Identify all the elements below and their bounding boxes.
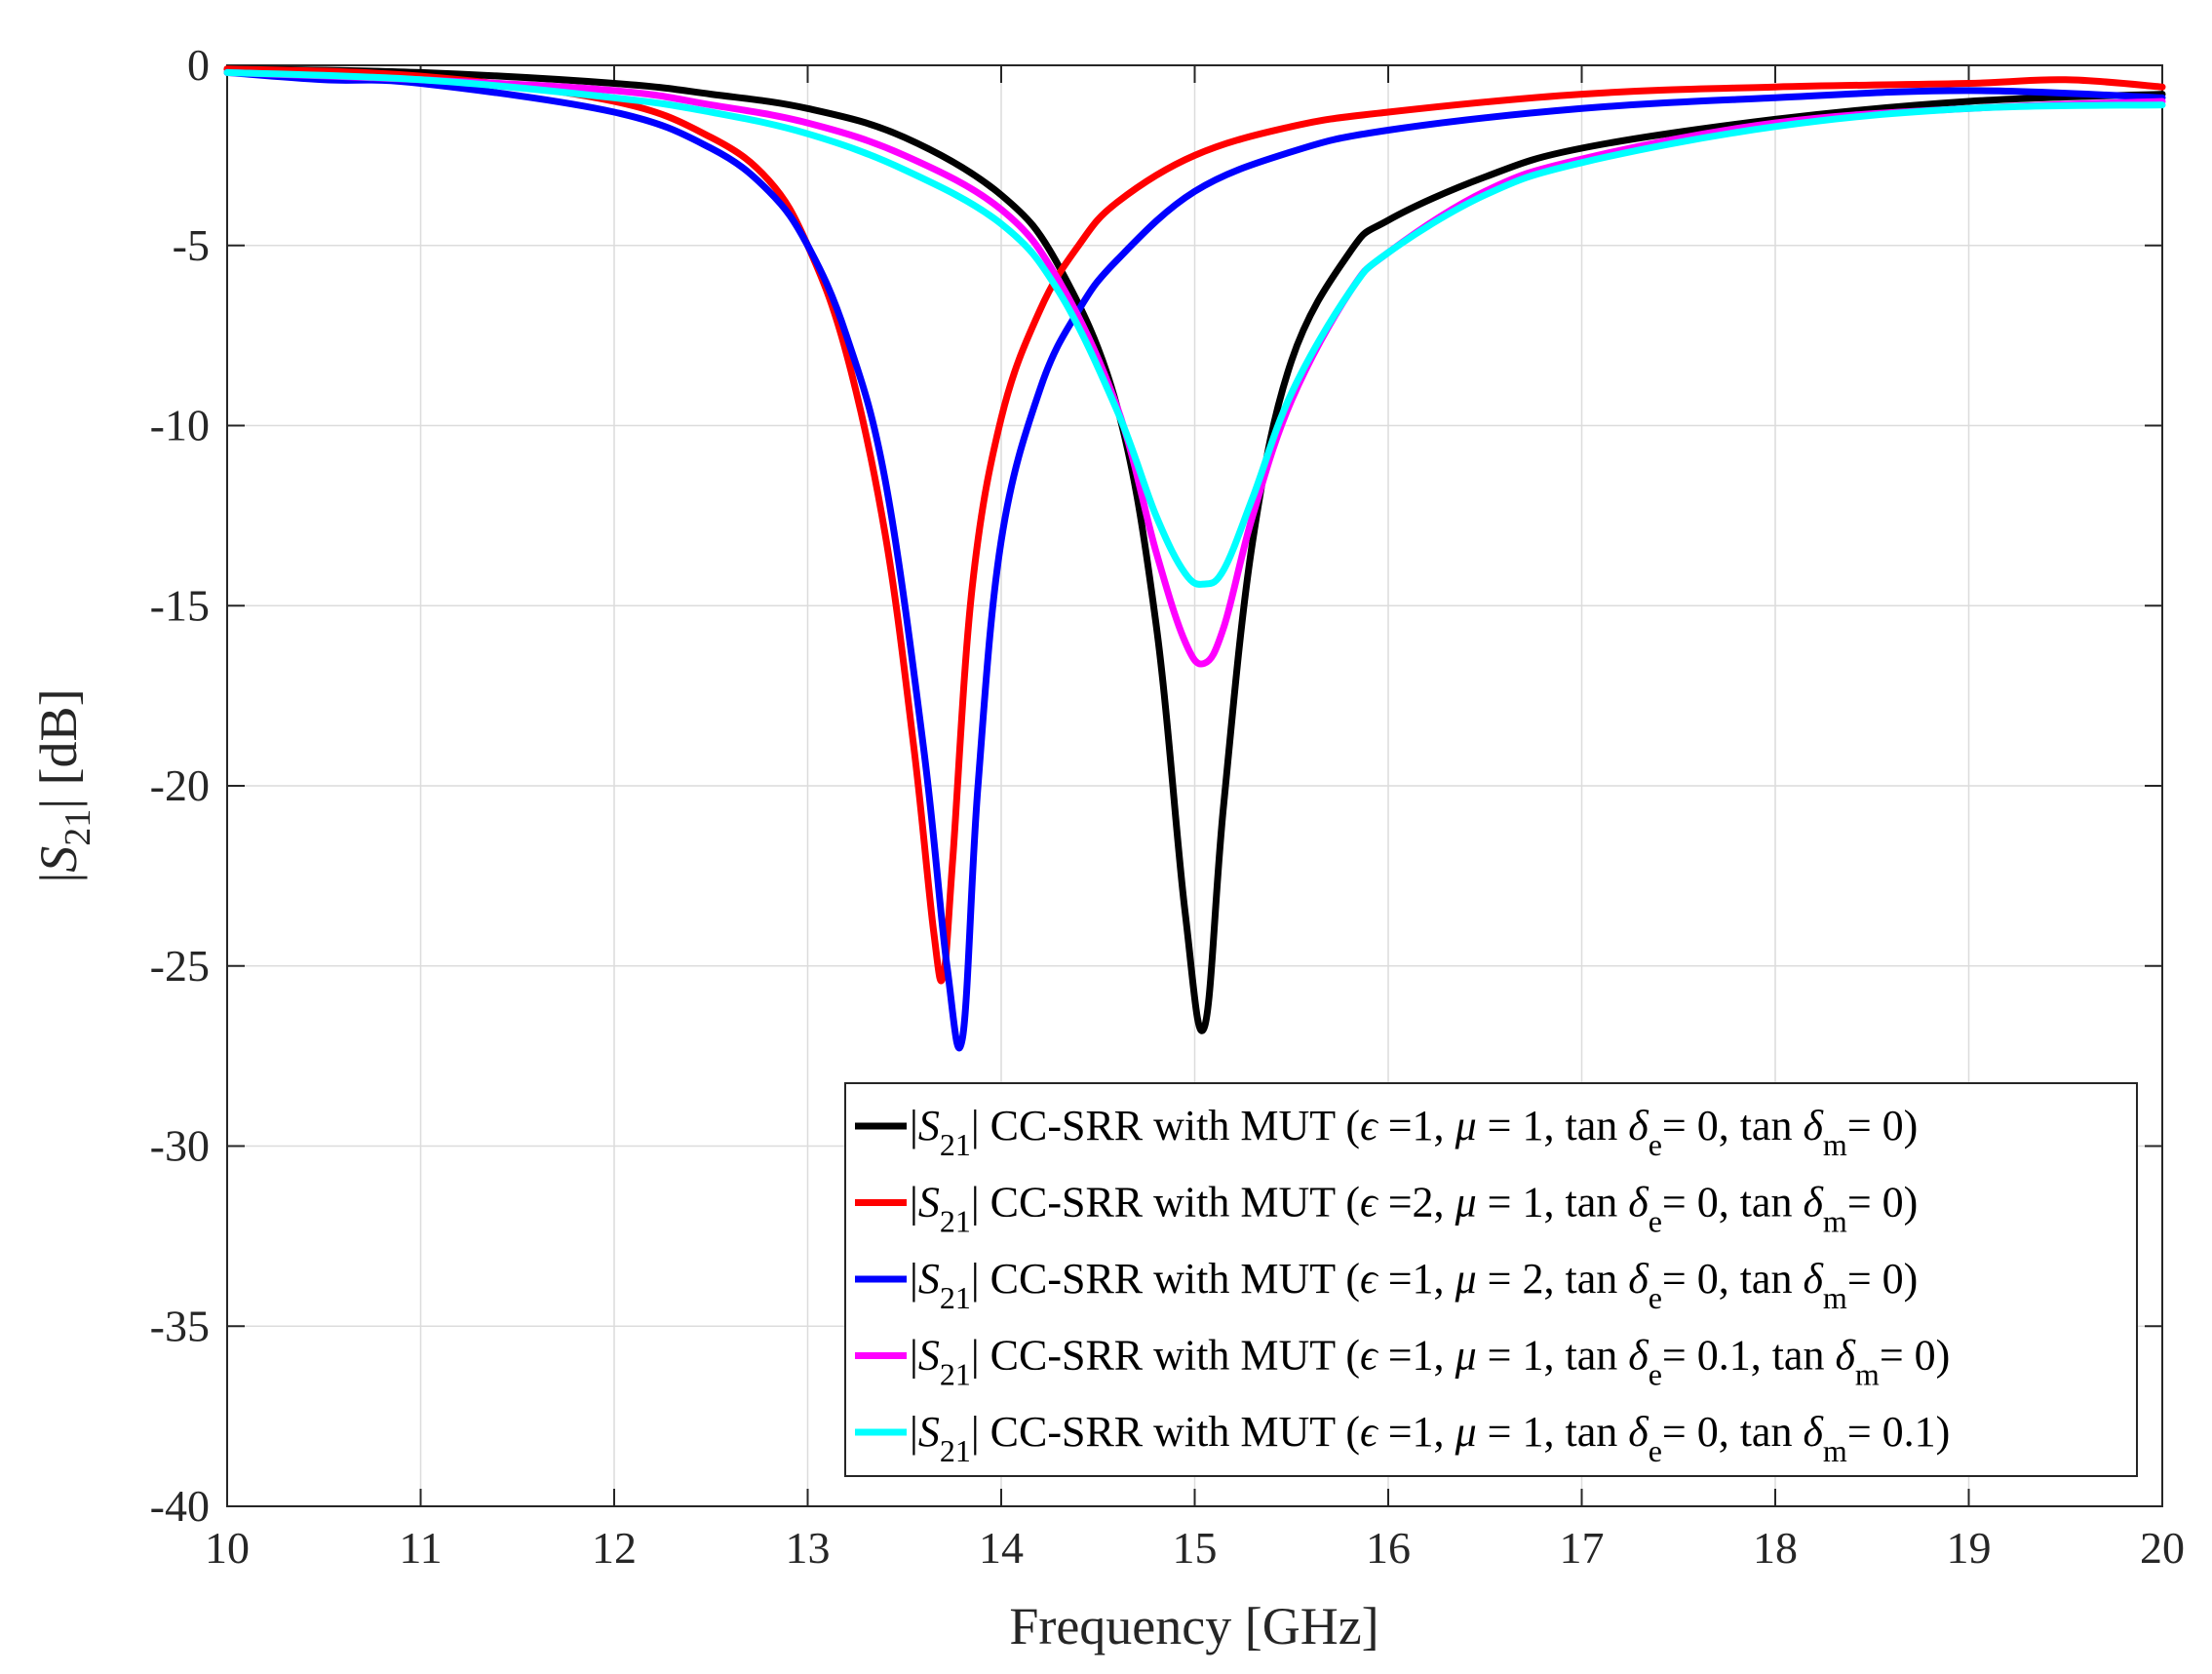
series-line-5 [223, 68, 2166, 588]
series-lines [223, 65, 2166, 1052]
legend-entry-5: |S21| CC-SRR with MUT (ϵ =1, μ = 1, tan … [910, 1408, 1950, 1468]
y-tick-label: -25 [150, 941, 210, 991]
y-axis-label: |S21| [dB] [29, 688, 98, 882]
series-line-4 [223, 68, 2166, 668]
legend: |S21| CC-SRR with MUT (ϵ =1, μ = 1, tan … [844, 1082, 2138, 1477]
legend-entry-1: |S21| CC-SRR with MUT (ϵ =1, μ = 1, tan … [910, 1102, 1918, 1162]
x-tick-label: 10 [205, 1523, 250, 1573]
series-line-2 [223, 65, 2166, 985]
y-tick-label: -40 [150, 1481, 210, 1531]
x-tick-label: 19 [1947, 1523, 1992, 1573]
x-tick-label: 14 [979, 1523, 1024, 1573]
x-axis-label: Frequency [GHz] [1009, 1597, 1378, 1655]
x-tick-label: 12 [592, 1523, 637, 1573]
series-line-3 [223, 68, 2166, 1052]
y-tick-label: -30 [150, 1121, 210, 1171]
grid-lines [227, 65, 2162, 1506]
legend-entry-3: |S21| CC-SRR with MUT (ϵ =1, μ = 2, tan … [910, 1255, 1918, 1315]
y-tick-label: -15 [150, 580, 210, 630]
y-axis-label-pre: | [29, 873, 88, 883]
x-tick-label: 16 [1366, 1523, 1411, 1573]
legend-entry-4: |S21| CC-SRR with MUT (ϵ =1, μ = 1, tan … [910, 1332, 1950, 1392]
x-tick-label: 17 [1560, 1523, 1605, 1573]
y-tick-label: -5 [173, 220, 210, 270]
x-tick-label: 20 [2140, 1523, 2185, 1573]
y-tick-labels: 0 -5 -10 -15 -20 -25 -30 -35 -40 [150, 40, 210, 1531]
y-axis-label-post: | [dB] [29, 688, 88, 808]
series-line-1 [223, 65, 2166, 1034]
x-tick-labels: 10 11 12 13 14 15 16 17 18 19 20 [205, 1523, 2185, 1573]
x-tick-label: 15 [1173, 1523, 1218, 1573]
x-tick-label: 11 [399, 1523, 442, 1573]
y-axis-label-s: S [29, 846, 88, 873]
y-tick-label: -10 [150, 401, 210, 450]
y-tick-label: -20 [150, 760, 210, 810]
y-axis-label-sub: 21 [58, 809, 98, 846]
x-tick-label: 18 [1753, 1523, 1798, 1573]
legend-box [844, 1082, 2138, 1477]
y-tick-label: 0 [187, 40, 210, 90]
x-tick-label: 13 [786, 1523, 831, 1573]
y-tick-label: -35 [150, 1301, 210, 1350]
tick-marks [226, 64, 2163, 1507]
legend-entry-2: |S21| CC-SRR with MUT (ϵ =2, μ = 1, tan … [910, 1179, 1918, 1239]
